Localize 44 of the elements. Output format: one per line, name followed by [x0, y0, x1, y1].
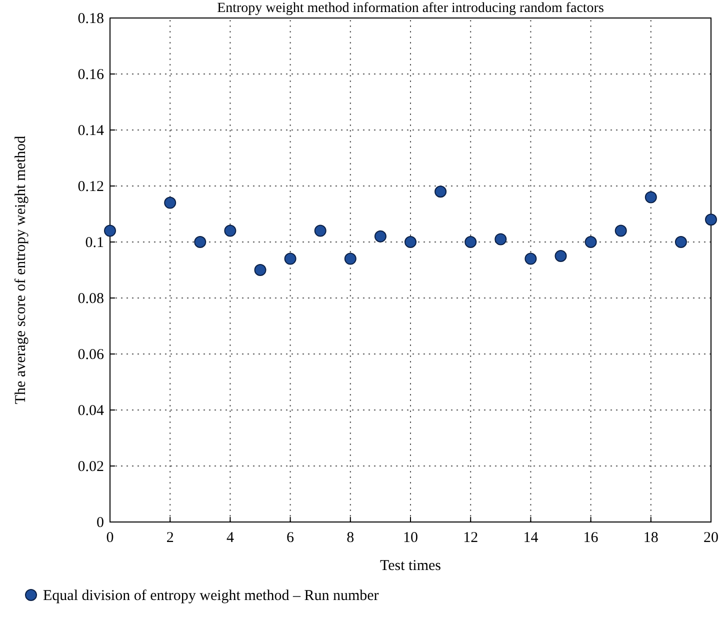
point	[194, 236, 206, 248]
y-tick-label: 0.14	[78, 123, 104, 139]
x-tick-label: 16	[583, 530, 599, 546]
point	[284, 252, 296, 265]
point	[614, 224, 627, 237]
y-tick-label: 0	[96, 515, 104, 531]
point	[104, 224, 116, 237]
x-tick-label: 12	[463, 530, 478, 546]
y-tick-label: 0.02	[78, 459, 104, 475]
point	[224, 224, 236, 237]
x-tick-label: 20	[704, 530, 718, 546]
y-tick-label: 0.1	[85, 235, 104, 251]
point	[644, 191, 657, 204]
x-tick-label: 6	[286, 530, 295, 546]
point	[344, 252, 356, 265]
point	[434, 186, 447, 198]
point	[464, 236, 477, 248]
y-tick-label: 0.12	[78, 179, 104, 195]
x-tick-label: 2	[166, 530, 174, 546]
x-axis-title: Test times	[380, 558, 442, 574]
point	[164, 196, 176, 209]
y-tick-label: 0.16	[78, 67, 104, 83]
point	[254, 264, 266, 276]
point	[674, 236, 687, 248]
y-tick-label: 0.18	[78, 11, 104, 27]
y-tick-label: 0.04	[78, 403, 104, 419]
point	[524, 252, 537, 265]
point	[705, 214, 717, 226]
x-tick-label: 14	[523, 530, 539, 546]
point	[314, 224, 326, 237]
point	[404, 236, 416, 248]
chart-title: Entropy weight method information after introducing random factors	[217, 1, 604, 16]
point	[494, 233, 507, 246]
legend-label: Equal division of entropy weight method – Run number	[43, 588, 379, 604]
point	[584, 236, 597, 248]
point	[554, 250, 567, 262]
x-tick-label: 8	[346, 530, 354, 546]
y-tick-label: 0.08	[78, 291, 104, 307]
point	[374, 230, 386, 242]
x-tick-label: 18	[643, 530, 658, 546]
y-tick-label: 0.06	[78, 347, 104, 363]
x-tick-label: 10	[403, 530, 418, 546]
y-axis-title: The average score of entropy weight method	[13, 135, 29, 404]
x-tick-label: 4	[226, 530, 234, 546]
